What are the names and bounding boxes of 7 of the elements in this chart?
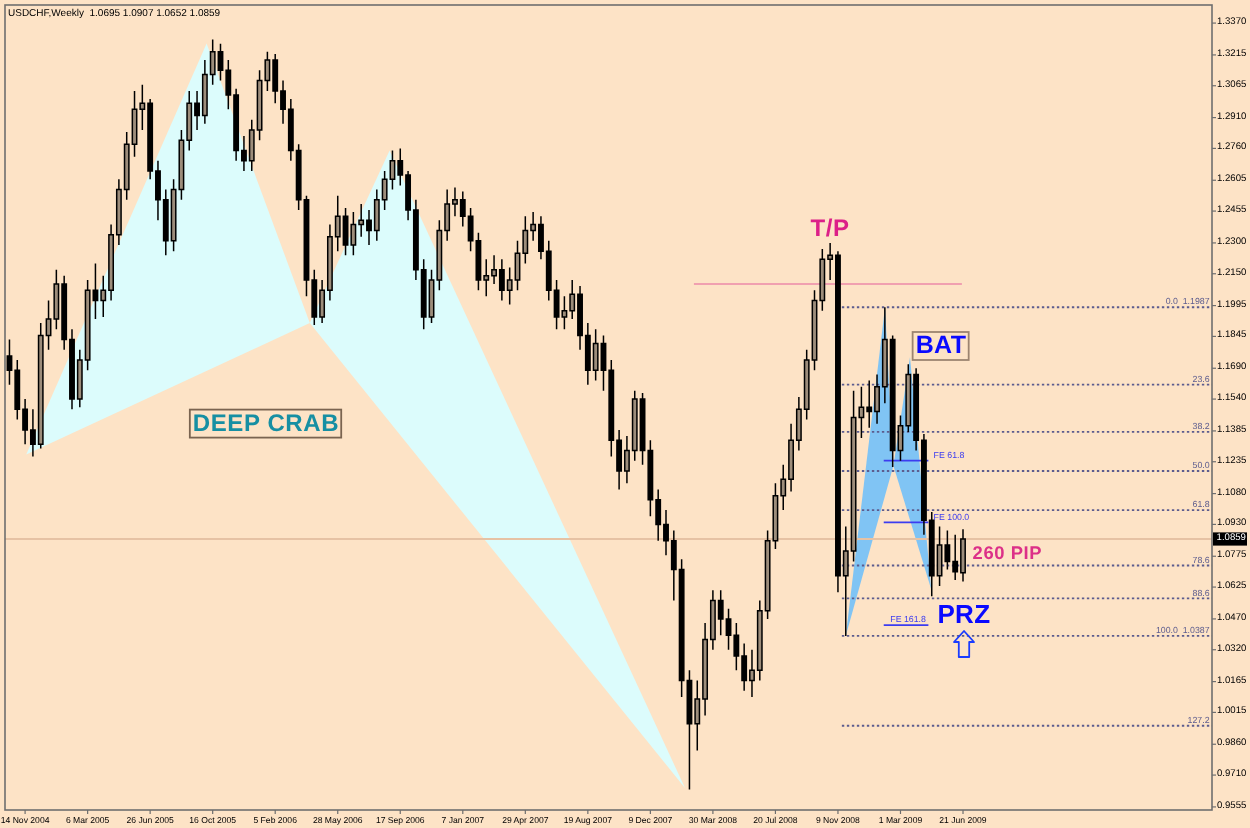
annotation: PRZ: [937, 599, 991, 629]
candlestick: [498, 258, 505, 302]
annotation: T/P: [810, 214, 850, 242]
candlestick: [952, 533, 959, 581]
candlestick: [960, 528, 966, 583]
annotation: 260 PIP: [972, 543, 1043, 563]
candlestick: [350, 211, 357, 256]
